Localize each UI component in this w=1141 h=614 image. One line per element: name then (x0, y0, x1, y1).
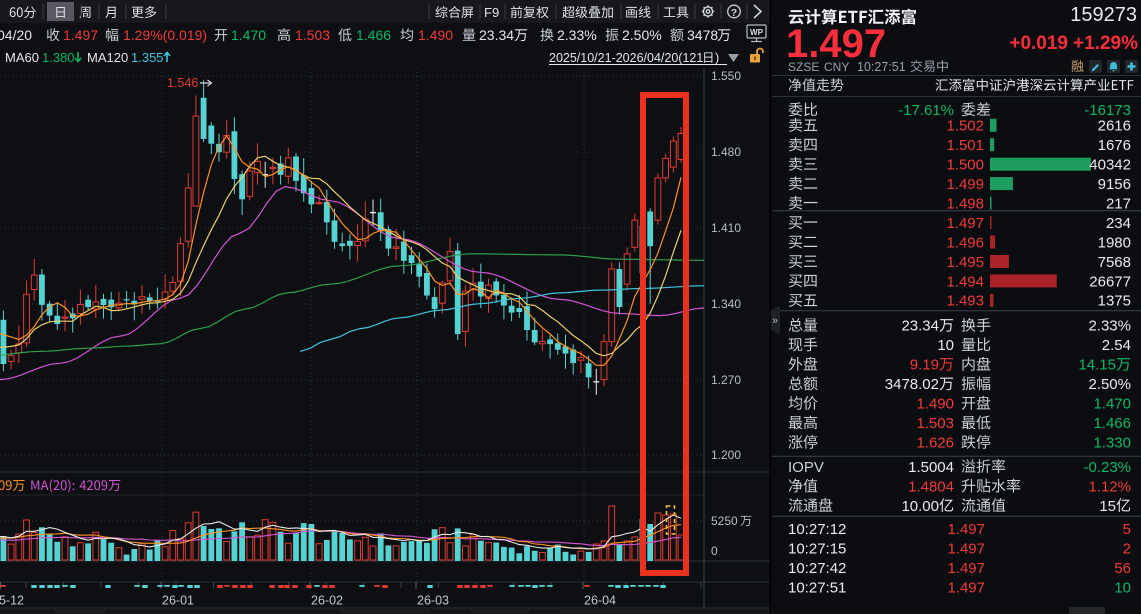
svg-text:10:27:15: 10:27:15 (788, 541, 846, 558)
svg-text:1676: 1676 (1098, 137, 1131, 154)
svg-text:56: 56 (1114, 560, 1131, 577)
svg-text:5: 5 (1123, 521, 1131, 538)
svg-text:WP: WP (750, 28, 764, 37)
svg-text:10: 10 (1114, 580, 1131, 597)
svg-text:7568: 7568 (1098, 254, 1131, 271)
svg-text:1.466: 1.466 (1093, 415, 1131, 432)
svg-text:»: » (772, 315, 778, 327)
svg-text:CNY: CNY (824, 60, 849, 74)
svg-text:1.498: 1.498 (946, 195, 984, 212)
svg-text:2.33%: 2.33% (1088, 318, 1131, 335)
svg-text:1.4804: 1.4804 (908, 478, 954, 495)
svg-text:): ) (715, 51, 719, 65)
svg-text:14.15: 14.15 (1078, 357, 1116, 374)
svg-text:1.340: 1.340 (711, 297, 741, 311)
svg-text:3478.02: 3478.02 (885, 376, 939, 393)
svg-text:10:27:51: 10:27:51 (788, 580, 846, 597)
svg-text:9.19: 9.19 (910, 357, 939, 374)
svg-text:10:27:42: 10:27:42 (788, 560, 846, 577)
svg-text:2.50%: 2.50% (1088, 376, 1131, 393)
svg-text:1.410: 1.410 (711, 221, 741, 235)
svg-text:10: 10 (937, 337, 954, 354)
svg-text:1.490: 1.490 (418, 27, 453, 43)
svg-text:1.200: 1.200 (711, 448, 741, 462)
svg-text:1.480: 1.480 (711, 145, 741, 159)
svg-text:1.550: 1.550 (711, 69, 741, 83)
svg-text:15: 15 (1099, 498, 1116, 515)
svg-text:1.497: 1.497 (947, 560, 985, 577)
svg-text:1.500: 1.500 (946, 157, 984, 174)
svg-text:26677: 26677 (1089, 273, 1131, 290)
svg-text:1.470: 1.470 (231, 27, 266, 43)
svg-text:SZSE: SZSE (788, 60, 819, 74)
svg-text:5250: 5250 (711, 514, 738, 528)
svg-text:1980: 1980 (1098, 234, 1131, 251)
svg-text:1.380: 1.380 (42, 50, 75, 65)
svg-text:0: 0 (711, 544, 718, 558)
svg-text:-0.23%: -0.23% (1083, 459, 1131, 476)
svg-text:1.502: 1.502 (946, 118, 984, 135)
svg-text:1.29%(0.019): 1.29%(0.019) (123, 27, 207, 43)
svg-text:1.499: 1.499 (946, 176, 984, 193)
svg-text:04/20: 04/20 (0, 27, 32, 43)
svg-text:1.497: 1.497 (946, 215, 984, 232)
svg-text:2616: 2616 (1098, 118, 1131, 135)
svg-text:26-02: 26-02 (311, 594, 343, 608)
svg-text:1.270: 1.270 (711, 373, 741, 387)
svg-text:MA60: MA60 (5, 50, 39, 65)
svg-text:1.470: 1.470 (1093, 396, 1131, 413)
svg-text:3478: 3478 (687, 27, 718, 43)
svg-text:+1.29%: +1.29% (1073, 33, 1138, 54)
svg-text:1.497: 1.497 (786, 22, 886, 66)
svg-text:1.5004: 1.5004 (908, 459, 954, 476)
svg-text:10:27:51: 10:27:51 (857, 60, 906, 74)
svg-text:?: ? (731, 7, 737, 19)
svg-text:26-01: 26-01 (162, 594, 194, 608)
svg-text:9156: 9156 (1098, 176, 1131, 193)
svg-text:1.546: 1.546 (167, 76, 198, 90)
svg-text:10:27:12: 10:27:12 (788, 521, 846, 538)
svg-text:1.626: 1.626 (916, 435, 954, 452)
svg-text:IOPV: IOPV (788, 459, 824, 476)
svg-text:23.34: 23.34 (479, 27, 514, 43)
svg-text:1.490: 1.490 (916, 396, 954, 413)
svg-text:-16173: -16173 (1084, 102, 1131, 119)
svg-text:40342: 40342 (1089, 157, 1131, 174)
svg-text:1.355: 1.355 (131, 50, 164, 65)
svg-text:1.501: 1.501 (946, 137, 984, 154)
svg-text:159273: 159273 (1070, 4, 1137, 26)
svg-text:F9: F9 (484, 5, 499, 20)
svg-text:1.496: 1.496 (946, 234, 984, 251)
svg-text:26-03: 26-03 (417, 594, 449, 608)
svg-text:1.495: 1.495 (946, 254, 984, 271)
svg-text:217: 217 (1106, 195, 1131, 212)
svg-text:1.503: 1.503 (916, 415, 954, 432)
svg-text:2.54: 2.54 (1102, 337, 1131, 354)
svg-text:234: 234 (1106, 215, 1131, 232)
svg-text:2025/10/21-2026/04/20(121: 2025/10/21-2026/04/20(121 (549, 51, 703, 65)
svg-text:1.494: 1.494 (946, 273, 984, 290)
svg-text:2: 2 (1123, 541, 1131, 558)
svg-text:+0.019: +0.019 (1009, 33, 1068, 54)
svg-text:-17.61%: -17.61% (898, 102, 954, 119)
svg-text:26-04: 26-04 (584, 594, 616, 608)
svg-text:1.497: 1.497 (947, 521, 985, 538)
svg-text:1375: 1375 (1098, 293, 1131, 310)
svg-text:2.33%: 2.33% (557, 27, 597, 43)
svg-text:2.50%: 2.50% (622, 27, 662, 43)
svg-text:1.497: 1.497 (947, 580, 985, 597)
svg-text:MA120: MA120 (87, 50, 128, 65)
svg-text:1.497: 1.497 (947, 541, 985, 558)
svg-text:25-12: 25-12 (0, 594, 24, 608)
svg-text:1.466: 1.466 (356, 27, 391, 43)
svg-text:1.503: 1.503 (295, 27, 330, 43)
svg-text:10.00: 10.00 (901, 498, 939, 515)
svg-text:1.12%: 1.12% (1088, 478, 1131, 495)
svg-text:1.493: 1.493 (946, 293, 984, 310)
svg-text:1.497: 1.497 (63, 27, 98, 43)
svg-text:1.330: 1.330 (1093, 435, 1131, 452)
svg-text:23.34: 23.34 (901, 318, 939, 335)
